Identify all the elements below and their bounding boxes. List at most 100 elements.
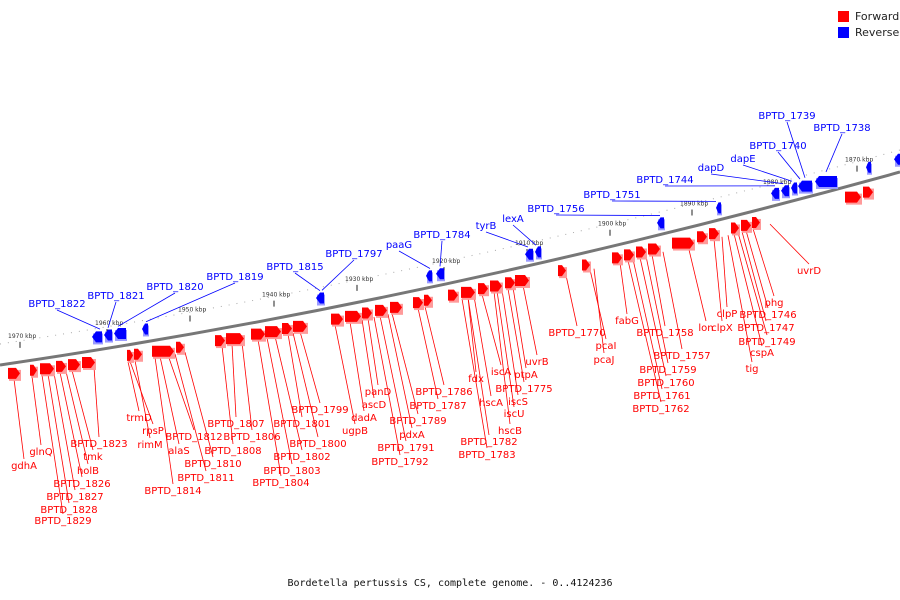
gene-label-isca: iscA [491, 367, 511, 378]
forward-gene-2 [40, 363, 55, 377]
forward-gene-0 [8, 367, 21, 381]
leader-uvrb [522, 285, 538, 356]
leader-bptd-1808 [221, 345, 234, 445]
leader-lines [13, 121, 843, 515]
tick-label-1930-kbp: 1930 kbp [345, 276, 373, 283]
gene-label-cspa: cspA [750, 348, 774, 359]
forward-gene-1 [30, 364, 38, 378]
leader-isca [481, 294, 502, 366]
gene-label-alas: alaS [168, 446, 189, 457]
gene-label-fdx: fdx [468, 374, 484, 385]
gene-label-bptd-1775: BPTD_1775 [495, 384, 552, 395]
forward-gene-27 [505, 277, 516, 291]
leader-dape [742, 164, 793, 182]
gene-label-bptd-1761: BPTD_1761 [633, 391, 690, 402]
reverse-swatch [838, 26, 849, 38]
leader-pcaj [593, 268, 605, 354]
gene-label-bptd-1814: BPTD_1814 [144, 486, 201, 497]
forward-gene-28 [515, 274, 530, 288]
gene-label-bptd-1806: BPTD_1806 [223, 432, 280, 443]
leader-fdx [467, 297, 477, 373]
forward-gene-40 [752, 216, 761, 230]
reverse-gene-9 [657, 217, 665, 231]
leader-bptd-1797 [321, 259, 355, 291]
reverse-gene-12 [781, 185, 790, 199]
tick-label-1920-kbp: 1920 kbp [432, 258, 460, 265]
leader-tyrb [485, 231, 529, 248]
gene-label-paag: paaG [386, 240, 412, 251]
forward-gene-11 [226, 333, 245, 347]
forward-gene-41 [845, 191, 862, 205]
gene-label-uvrb: uvrB [525, 357, 548, 368]
leader-bptd-1758 [651, 254, 666, 327]
leader-bptd-1819 [145, 282, 236, 323]
gene-label-bptd-1789: BPTD_1789 [389, 416, 446, 427]
gene-label-bptd-1792: BPTD_1792 [371, 457, 428, 468]
reverse-gene-3 [142, 323, 149, 337]
gene-label-bptd-1804: BPTD_1804 [252, 478, 309, 489]
forward-gene-13 [265, 326, 282, 340]
gene-label-bptd-1821: BPTD_1821 [87, 291, 144, 302]
gene-label-pcai: pcaI [596, 341, 617, 352]
gene-label-bptd-1826: BPTD_1826 [53, 479, 110, 490]
leader-rpsp [129, 361, 154, 425]
gene-label-trmd: trmD [126, 413, 152, 424]
leader-clpp [721, 236, 728, 308]
reverse-gene-17 [894, 153, 900, 167]
leader-bptd-1760 [639, 257, 667, 377]
reverse-gene-4 [316, 292, 325, 306]
gene-label-bptd-1829: BPTD_1829 [34, 516, 91, 527]
reverse-gene-10 [716, 202, 722, 216]
gene-label-ptpa: ptpA [514, 370, 538, 381]
reverse-gene-1 [104, 329, 113, 343]
gene-label-dapd: dapD [698, 163, 725, 174]
leader-phg [752, 228, 775, 297]
leader-bptd-1810 [184, 352, 214, 458]
leader-bptd-1739 [786, 121, 806, 178]
forward-gene-37 [709, 228, 720, 242]
gene-label-bptd-1751: BPTD_1751 [583, 190, 640, 201]
forward-gene-34 [648, 243, 661, 257]
gene-label-dada: dadA [351, 413, 377, 424]
leader-bptd-1822 [56, 309, 101, 330]
leader-holb [65, 371, 89, 465]
forward-gene-29 [558, 265, 567, 279]
genome-caption: Bordetella pertussis CS, complete genome… [287, 578, 613, 589]
gene-label-bptd-1787: BPTD_1787 [409, 401, 466, 412]
leader-bptd-1811 [174, 353, 207, 472]
forward-gene-12 [251, 328, 266, 342]
tick-label-1890-kbp: 1890 kbp [680, 201, 708, 208]
forward-gene-36 [697, 231, 708, 245]
leader-bptd-1829 [41, 374, 64, 515]
leader-rimm [134, 360, 151, 439]
leader-alas [159, 356, 180, 445]
gene-label-tmk: tmk [83, 452, 103, 463]
leader-dada [349, 321, 365, 412]
leader-bptd-1786 [424, 306, 445, 386]
forward-gene-32 [624, 249, 635, 263]
leader-bptd-1821 [107, 301, 117, 329]
forward-gene-18 [362, 307, 373, 321]
forward-gene-38 [731, 222, 740, 236]
gene-label-bptd-1740: BPTD_1740 [749, 141, 806, 152]
reverse-gene-0 [92, 331, 103, 345]
leader-bptd-1814 [154, 357, 174, 485]
leader-bptd-1756 [555, 214, 661, 216]
leader-bptd-1812 [167, 355, 195, 431]
leader-hsca [473, 295, 492, 397]
gene-label-bptd-1739: BPTD_1739 [758, 111, 815, 122]
forward-gene-5 [82, 356, 96, 370]
gene-label-hscb: hscB [498, 426, 522, 437]
reverse-gene-5 [426, 270, 433, 284]
gene-label-bptd-1808: BPTD_1808 [204, 446, 261, 457]
leader-bptd-1807 [231, 344, 237, 418]
forward-gene-35 [672, 237, 695, 251]
leader-bptd-1784 [439, 240, 443, 267]
leader-paag [398, 250, 431, 269]
forward-gene-21 [413, 297, 424, 311]
leader-bptd-1746 [745, 230, 769, 309]
gene-label-iscu: iscU [504, 409, 525, 420]
leader-bptd-1791 [379, 315, 407, 442]
leader-bptd-1804 [257, 339, 282, 477]
